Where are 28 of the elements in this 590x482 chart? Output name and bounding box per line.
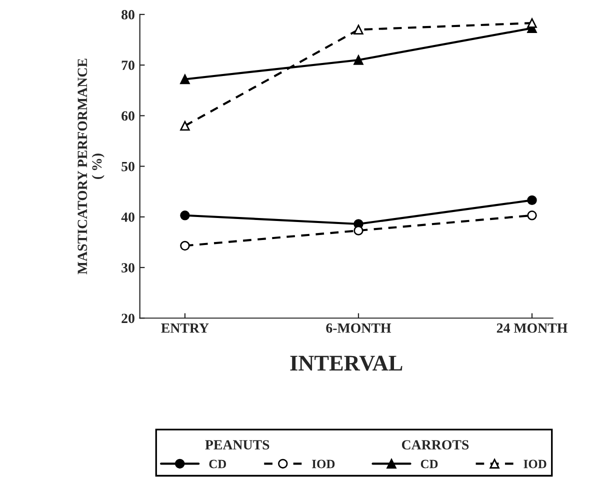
y-tick-label: 80 [122, 10, 134, 20]
x-tick-label: 6-MONTH [326, 323, 392, 333]
point [354, 226, 364, 236]
y-tick-label: 20 [122, 314, 134, 324]
point [527, 195, 537, 206]
y-tick-label: 30 [122, 263, 134, 272]
legend-label: CD [209, 460, 226, 468]
point [180, 120, 190, 131]
point [354, 24, 364, 35]
point [354, 55, 364, 65]
y-axis-title: MASTICATORY PERFORMANCE ( %) [78, 58, 104, 274]
y-tick-label: 40 [121, 212, 134, 222]
text: CARROTS [402, 440, 469, 450]
legend-label: IOD [524, 460, 546, 468]
point [180, 210, 190, 220]
legend-label: CD [420, 460, 438, 468]
x-axis-title: INTERVAL [290, 356, 402, 371]
legend-label: IOD [312, 460, 335, 468]
point [180, 74, 190, 84]
point [527, 18, 537, 28]
text: PEANUTS [205, 440, 270, 450]
y-tick-label: 70 [122, 60, 134, 70]
y-tick-label: 60 [122, 111, 134, 121]
point [180, 240, 190, 251]
y-tick-label: 50 [122, 162, 134, 172]
x-tick-label: ENTRY [161, 324, 209, 333]
point [527, 210, 537, 220]
x-tick-label: 24 MONTH [496, 323, 568, 333]
